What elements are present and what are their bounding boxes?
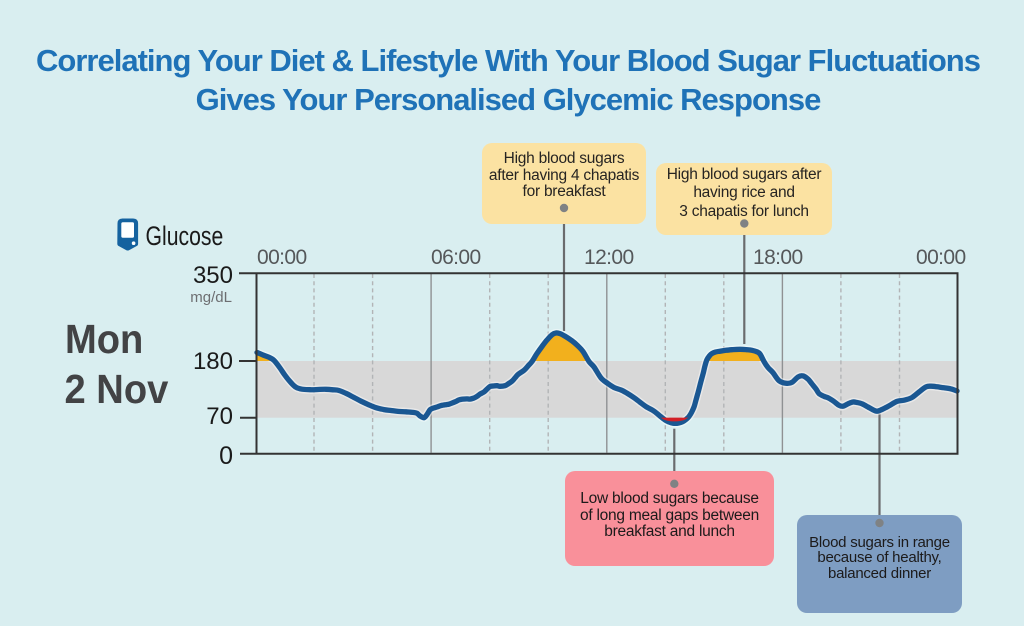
svg-text:Glucose: Glucose: [146, 222, 224, 252]
svg-text:Mon: Mon: [65, 317, 143, 363]
svg-text:2 Nov: 2 Nov: [65, 367, 169, 413]
